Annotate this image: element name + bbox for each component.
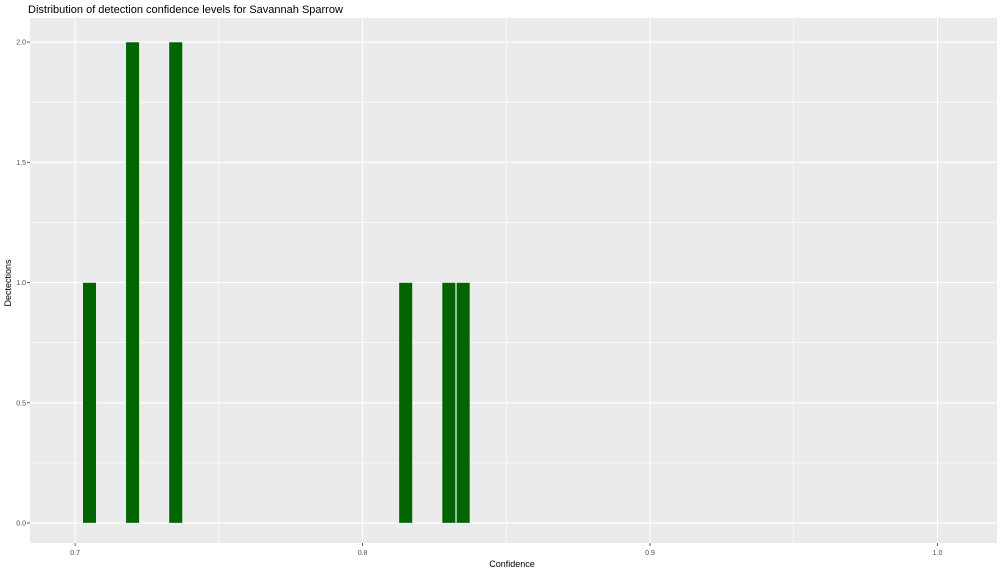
x-tick-label: 0.7 [70, 550, 80, 557]
y-tick-label: 0.5 [16, 400, 26, 407]
chart-title: Distribution of detection confidence lev… [28, 4, 343, 16]
x-tick-label: 0.8 [358, 550, 368, 557]
histogram-bar [456, 282, 471, 524]
y-tick-label: 0.0 [16, 521, 26, 528]
histogram-bar [398, 282, 413, 524]
x-tick-label: 1.0 [933, 550, 943, 557]
y-tick-label: 1.0 [16, 280, 26, 287]
histogram-bar [441, 282, 456, 524]
x-tick-label: 0.9 [645, 550, 655, 557]
plot-panel [30, 18, 997, 543]
histogram-bar [82, 282, 97, 524]
x-axis-label: Confidence [489, 559, 535, 569]
y-tick-label: 2.0 [16, 40, 26, 47]
y-axis-label: Dectections [3, 259, 13, 307]
y-tick-label: 1.5 [16, 160, 26, 167]
histogram-bar [125, 41, 140, 524]
histogram-bar [168, 41, 183, 524]
